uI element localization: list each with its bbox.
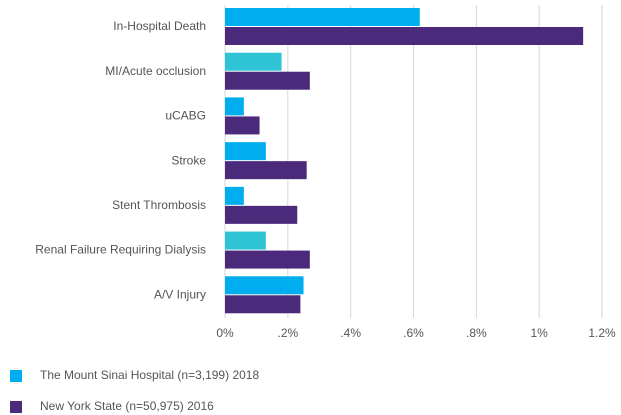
category-label: Stent Thrombosis: [112, 198, 206, 212]
bar: [225, 116, 260, 135]
category-label: MI/Acute occlusion: [105, 64, 206, 78]
category-label: uCABG: [165, 109, 206, 123]
bar: [225, 52, 282, 71]
bar: [225, 231, 266, 250]
x-tick-label: .2%: [277, 326, 298, 340]
category-label: A/V Injury: [154, 287, 206, 301]
bar: [225, 97, 244, 116]
bar: [225, 71, 310, 90]
category-label: In-Hospital Death: [113, 19, 206, 33]
bar: [225, 295, 301, 314]
legend-swatch: [10, 401, 22, 413]
x-tick-label: 0%: [216, 326, 234, 340]
bar: [225, 276, 304, 295]
bar: [225, 205, 298, 224]
x-tick-label: .6%: [403, 326, 424, 340]
bar: [225, 142, 266, 161]
bar: [225, 161, 307, 180]
x-tick-label: 1%: [530, 326, 548, 340]
category-label: Stroke: [171, 153, 206, 167]
bar: [225, 27, 584, 45]
legend-label: The Mount Sinai Hospital (n=3,199) 2018: [40, 368, 259, 382]
bar: [225, 250, 310, 269]
bar: [225, 186, 244, 205]
x-tick-label: 1.2%: [588, 326, 616, 340]
legend-swatch: [10, 370, 22, 382]
legend-label: New York State (n=50,975) 2016: [40, 399, 214, 413]
x-tick-label: .4%: [340, 326, 361, 340]
bar: [225, 8, 420, 26]
category-label: Renal Failure Requiring Dialysis: [35, 243, 206, 257]
x-tick-label: .8%: [466, 326, 487, 340]
